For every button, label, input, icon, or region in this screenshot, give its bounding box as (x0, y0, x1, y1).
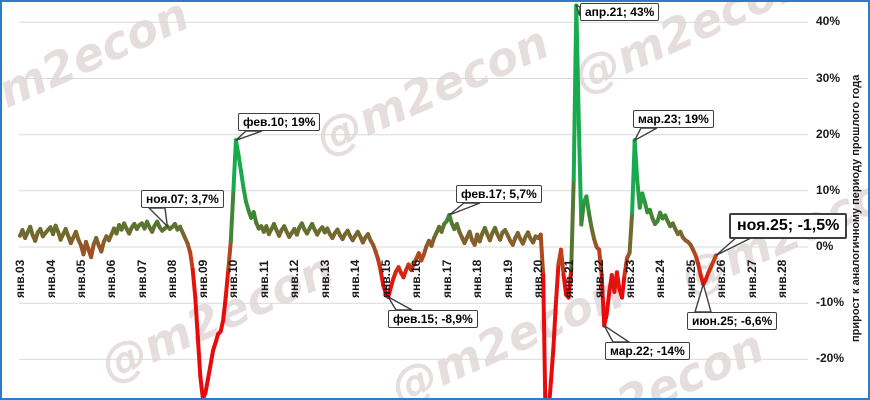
y-axis-tick-label: -10% (816, 295, 845, 310)
annotation-callout: июн.25; -6,6% (687, 312, 778, 330)
data-line (18, 3, 718, 398)
y-axis-tick-label: 30% (816, 70, 841, 85)
y-axis-tick-label: 0% (816, 239, 834, 253)
annotation-callout: фев.10; 19% (238, 113, 321, 131)
annotation-callout: фев.17; 5,7% (456, 185, 542, 203)
annotation-callout: мар.22; -14% (605, 342, 690, 360)
annotation-callout: ноя.25; -1,5% (729, 213, 848, 239)
annotation-callout: фев.15; -8,9% (388, 310, 478, 328)
y-axis-tick-label: 40% (816, 14, 841, 29)
y-axis-tick-label: -20% (816, 351, 845, 366)
annotation-callout: мар.23; 19% (633, 110, 714, 128)
y-axis-tick-label: 10% (816, 182, 841, 197)
annotation-callout: апр.21; 43% (580, 3, 660, 21)
y-axis-tick-label: 20% (816, 126, 841, 141)
annotation-callout: ноя.07; 3,7% (141, 190, 224, 208)
